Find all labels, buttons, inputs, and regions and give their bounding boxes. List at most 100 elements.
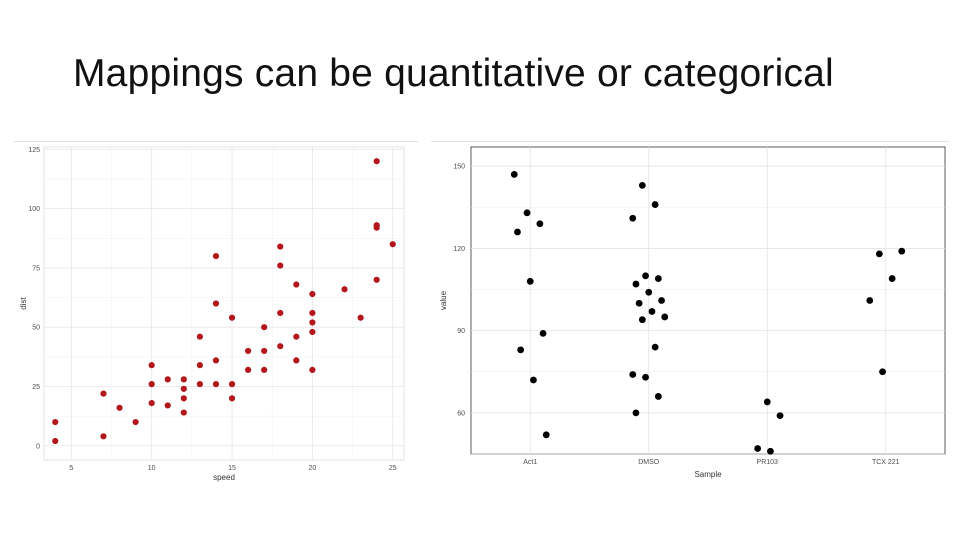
data-point: [212, 300, 220, 307]
data-point: [632, 409, 640, 417]
data-point: [277, 243, 284, 250]
y-tick-label: 60: [457, 410, 465, 417]
data-point: [763, 398, 771, 406]
x-tick-label: 25: [389, 465, 397, 472]
data-point: [539, 329, 547, 337]
data-point: [510, 171, 518, 178]
data-point: [373, 222, 380, 229]
y-tick-label: 125: [28, 147, 40, 154]
x-tick-label: 20: [308, 465, 316, 472]
data-point: [180, 385, 187, 392]
slide-title: Mappings can be quantitative or categori…: [73, 52, 834, 95]
data-point: [180, 409, 187, 416]
data-point: [245, 366, 252, 373]
data-point: [164, 402, 171, 409]
data-point: [654, 275, 662, 282]
data-point: [228, 381, 236, 388]
data-point: [212, 381, 220, 388]
y-axis-title: dist: [19, 297, 28, 310]
data-point: [52, 437, 59, 445]
data-point: [341, 286, 348, 293]
data-point: [648, 308, 656, 315]
data-point: [654, 393, 662, 400]
data-point: [632, 280, 640, 288]
data-point: [661, 313, 669, 321]
data-point: [651, 343, 659, 351]
y-tick-label: 50: [32, 325, 40, 332]
data-point: [309, 290, 316, 298]
data-point: [767, 447, 774, 455]
data-point: [245, 347, 252, 355]
x-tick-label: 5: [69, 465, 73, 472]
data-point: [357, 314, 364, 321]
data-point: [879, 368, 886, 376]
data-point: [261, 366, 268, 373]
data-point: [645, 288, 653, 296]
data-point: [261, 324, 268, 331]
data-point: [261, 347, 268, 355]
chart-sample-svg: 60 90 120 150 Act1 DMSO PR103 TCX 221 Sample valu…: [439, 146, 946, 479]
data-point: [776, 412, 784, 420]
data-point: [196, 381, 203, 388]
data-point: [52, 418, 59, 426]
data-point: [866, 297, 874, 304]
x-tick-label: 15: [228, 465, 236, 472]
data-point: [651, 201, 659, 208]
data-point: [212, 357, 220, 364]
chart-cars-svg: 0 25 50 75 100 125 5 10 15 20 25 speed dist: [19, 146, 405, 482]
data-point: [629, 214, 637, 222]
y-tick-label: 0: [36, 443, 40, 450]
data-point: [754, 445, 762, 452]
data-point: [277, 309, 284, 317]
data-point: [875, 250, 883, 258]
y-axis-title: value: [439, 290, 448, 310]
data-point: [642, 272, 649, 280]
data-point: [132, 418, 139, 426]
data-point: [228, 314, 236, 321]
data-point: [542, 431, 550, 439]
data-point: [638, 316, 646, 324]
data-point: [116, 404, 123, 411]
y-tick-label: 25: [32, 384, 40, 391]
data-point: [526, 277, 534, 285]
data-point: [196, 333, 203, 340]
data-point: [658, 297, 665, 304]
y-tick-label: 100: [28, 206, 40, 213]
data-point: [293, 333, 300, 340]
x-tick-label: 10: [148, 465, 156, 472]
data-point: [373, 158, 380, 165]
data-point: [293, 281, 300, 288]
plot-panel: [43, 146, 405, 461]
data-point: [309, 309, 316, 317]
data-point: [514, 228, 521, 236]
data-point: [277, 343, 284, 350]
data-point: [309, 319, 316, 326]
x-tick-label: PR103: [757, 459, 779, 466]
data-point: [164, 376, 171, 383]
data-point: [898, 247, 906, 255]
data-point: [100, 433, 107, 440]
x-tick-label: Act1: [523, 459, 537, 466]
data-point: [148, 362, 155, 369]
data-point: [517, 346, 525, 354]
data-point: [530, 376, 537, 384]
plot-panel: [470, 146, 946, 455]
y-tick-label: 90: [457, 328, 465, 335]
data-point: [196, 362, 203, 369]
y-tick-label: 150: [453, 164, 465, 171]
data-point: [212, 252, 220, 260]
data-point: [523, 209, 531, 217]
y-tick-label: 75: [32, 265, 40, 272]
data-point: [228, 395, 236, 402]
chart-cars-scatter: 0 25 50 75 100 125 5 10 15 20 25 speed dist: [14, 141, 418, 489]
chart-sample-scatter: 60 90 120 150 Act1 DMSO PR103 TCX 221 Sample valu…: [431, 141, 949, 489]
data-point: [309, 366, 316, 373]
data-point: [309, 328, 316, 336]
y-tick-label: 120: [453, 246, 465, 253]
data-point: [180, 376, 187, 383]
data-point: [148, 399, 155, 407]
x-axis-title: speed: [213, 473, 235, 482]
data-point: [642, 373, 649, 381]
data-point: [638, 181, 646, 189]
data-point: [888, 275, 896, 282]
